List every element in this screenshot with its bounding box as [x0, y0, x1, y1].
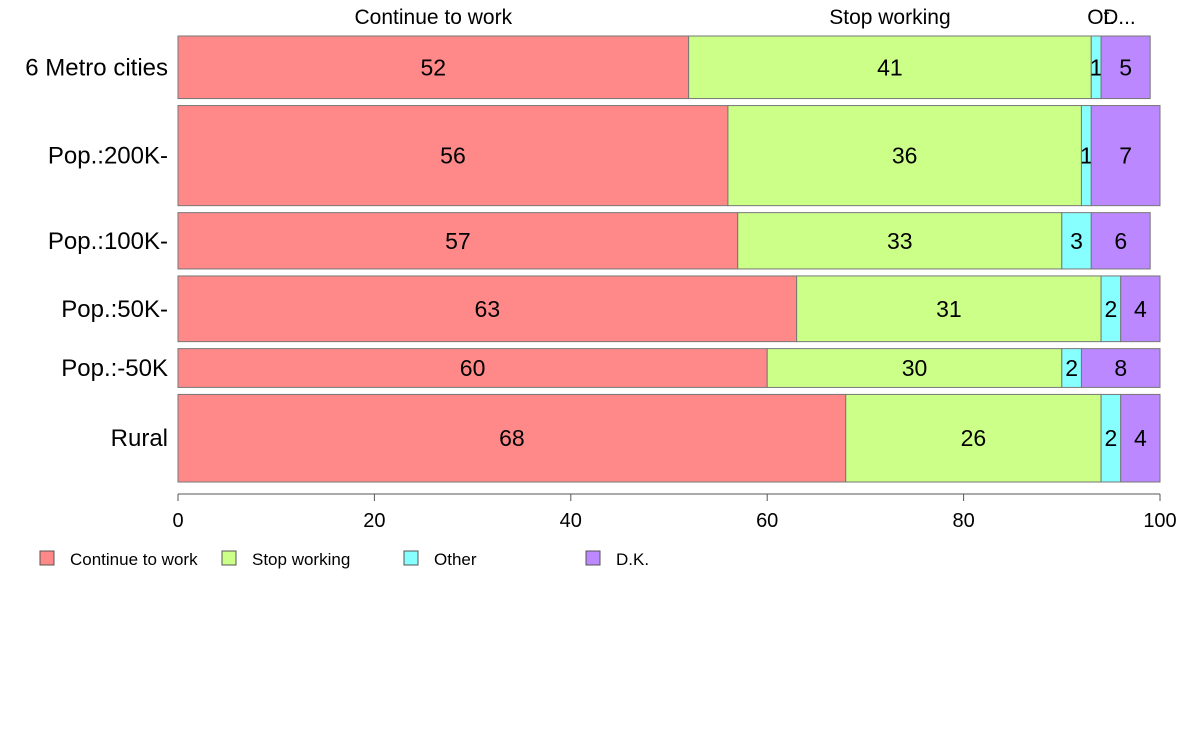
data-label: 57 [445, 228, 471, 254]
x-tick-label: 80 [952, 510, 974, 532]
bar-segment [1090, 105, 1161, 207]
data-label: 4 [1134, 425, 1147, 451]
data-label: 60 [460, 355, 486, 381]
bar-segment [1061, 212, 1092, 270]
data-label: 6 [1114, 228, 1127, 254]
bar-segment [796, 275, 1102, 343]
bar-segment [177, 348, 768, 388]
category-label: Pop.:-50K [61, 355, 168, 382]
data-label: 33 [887, 228, 913, 254]
legend-label: Other [434, 550, 477, 569]
data-label: 8 [1114, 355, 1127, 381]
bar-segment [845, 393, 1102, 483]
legend-swatch [585, 550, 601, 566]
data-label: 68 [499, 425, 525, 451]
bar-segment [727, 105, 1082, 207]
bar-segment [1120, 275, 1161, 343]
bar-segment [177, 393, 847, 483]
x-tick-label: 100 [1143, 510, 1176, 532]
x-tick-label: 40 [560, 510, 582, 532]
data-label: 31 [936, 296, 962, 322]
data-label: 2 [1065, 355, 1078, 381]
data-label: 26 [961, 425, 987, 451]
data-label: 7 [1119, 143, 1132, 169]
data-label: 2 [1105, 296, 1118, 322]
x-tick-label: 0 [172, 510, 183, 532]
column-header-0: Continue to work [355, 6, 513, 29]
bar-segment [1100, 35, 1151, 100]
data-label: 1 [1090, 54, 1103, 80]
data-label: 3 [1070, 228, 1083, 254]
bar-segment [1090, 212, 1151, 270]
data-label: 63 [475, 296, 501, 322]
column-header-1: Stop working [829, 6, 950, 29]
data-label: 56 [440, 143, 466, 169]
bar-segment [688, 35, 1092, 100]
column-header-3: D... [1103, 6, 1136, 29]
bar-segment [1080, 348, 1161, 388]
legend-label: D.K. [616, 550, 649, 569]
legend-label: Continue to work [70, 550, 198, 569]
legend-swatch [221, 550, 237, 566]
category-label: Pop.:200K- [48, 143, 168, 170]
data-label: 4 [1134, 296, 1147, 322]
category-label: Pop.:50K- [61, 296, 168, 323]
legend-swatch [403, 550, 419, 566]
category-label: Pop.:100K- [48, 228, 168, 255]
column-header-2: Ot. [1087, 6, 1115, 29]
data-label: 5 [1119, 54, 1132, 80]
data-label: 30 [902, 355, 928, 381]
data-label: 52 [421, 54, 447, 80]
data-label: 41 [877, 54, 903, 80]
x-tick-label: 60 [756, 510, 778, 532]
x-tick-label: 20 [363, 510, 385, 532]
legend-label: Stop working [252, 550, 350, 569]
category-label: 6 Metro cities [25, 54, 168, 81]
data-label: 1 [1080, 143, 1093, 169]
data-label: 2 [1105, 425, 1118, 451]
data-label: 36 [892, 143, 918, 169]
bar-segment [1120, 393, 1161, 483]
bar-segment [177, 105, 729, 207]
bar-segment [766, 348, 1063, 388]
category-label: Rural [111, 425, 168, 452]
bar-segment [737, 212, 1063, 270]
legend-swatch [39, 550, 55, 566]
bar-segment [177, 275, 798, 343]
